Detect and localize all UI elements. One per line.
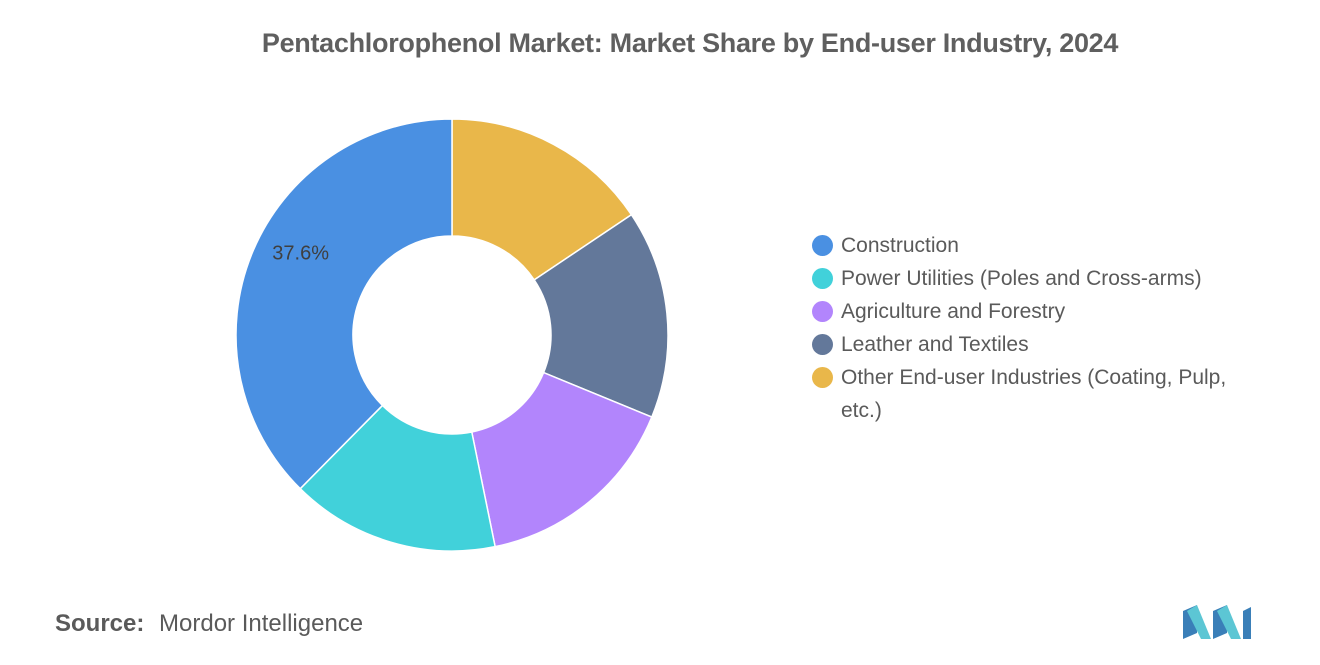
legend-label: Leather and Textiles (841, 333, 1029, 356)
mordor-intelligence-logo-icon (1183, 605, 1251, 639)
legend-item-other-industries: Other End-user Industries (Coating, Pulp… (812, 361, 1272, 427)
legend-label: Agriculture and Forestry (841, 300, 1066, 323)
chart-title: Pentachlorophenol Market: Market Share b… (261, 28, 1119, 58)
source-line: Source: Mordor Intelligence (55, 610, 363, 638)
legend-label: Power Utilities (Poles and Cross-arms) (841, 267, 1202, 290)
legend-item-construction: Construction (812, 229, 1272, 262)
slice-other-end-user-industries-coating-pulp-etc (451, 118, 633, 281)
legend-item-power-utilities: Power Utilities (Poles and Cross-arms) (812, 262, 1272, 295)
chart-legend: Construction Power Utilities (Poles and … (812, 229, 1272, 427)
slice-agriculture-and-forestry (470, 371, 653, 548)
legend-label: Other End-user Industries (Coating, Pulp… (841, 366, 1227, 422)
legend-label: Construction (841, 234, 959, 257)
source-value: Mordor Intelligence (159, 610, 364, 637)
legend-swatch (812, 235, 833, 256)
slice-leather-and-textiles (533, 213, 669, 419)
legend-swatch (812, 301, 833, 322)
legend-swatch (812, 367, 833, 388)
slice-power-utilities-poles-and-cross-arms (299, 404, 497, 552)
data-label: 37.6% (272, 243, 329, 265)
slice-construction (235, 118, 453, 490)
legend-swatch (812, 268, 833, 289)
legend-swatch (812, 334, 833, 355)
source-label: Source: (55, 610, 145, 637)
legend-item-agriculture-forestry: Agriculture and Forestry (812, 295, 1272, 328)
legend-item-leather-textiles: Leather and Textiles (812, 328, 1272, 361)
